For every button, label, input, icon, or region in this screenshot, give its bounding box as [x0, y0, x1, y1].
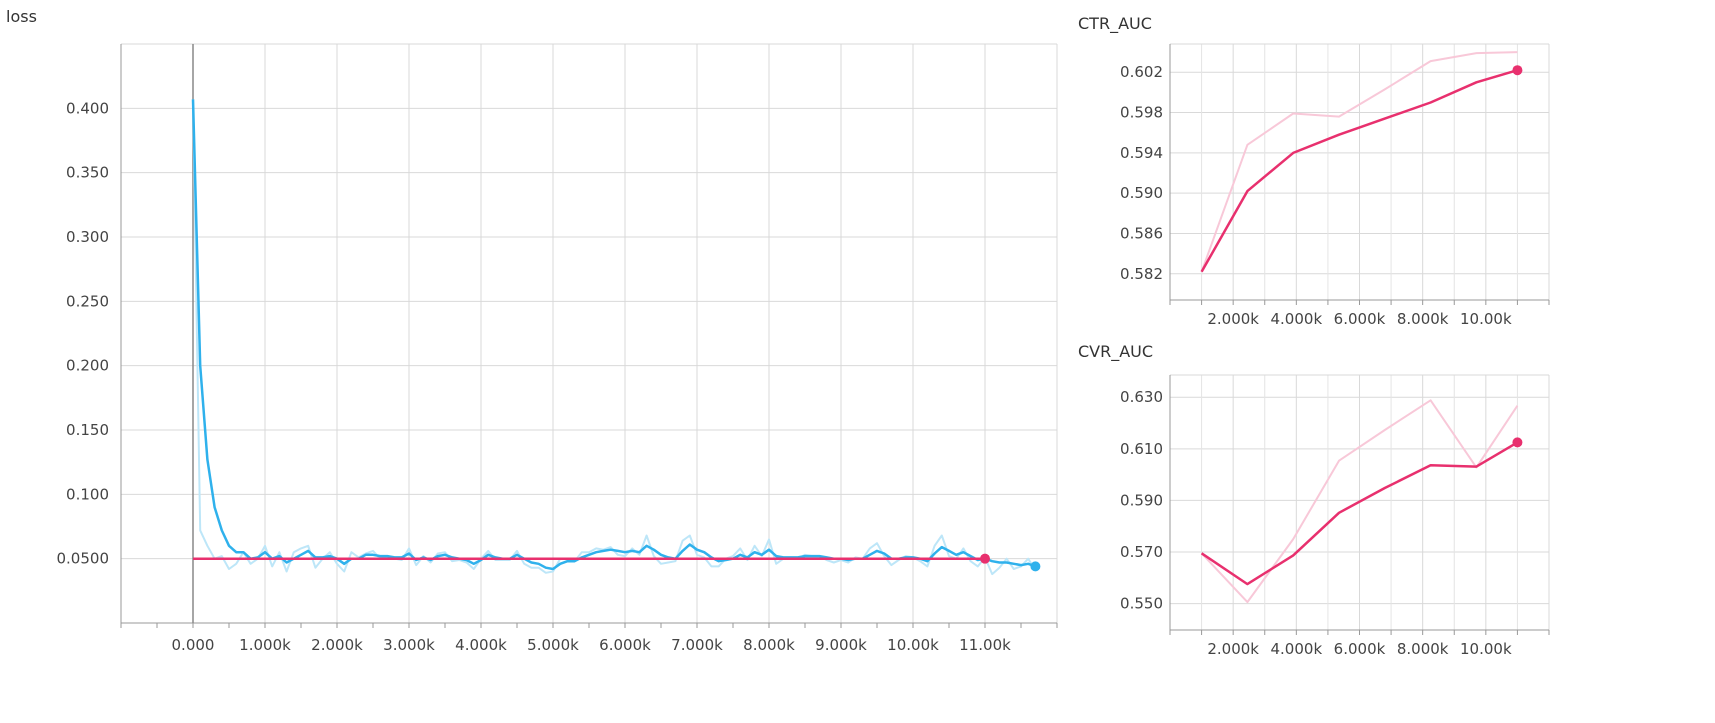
ctr-auc-y-tick-label: 0.590 [1120, 184, 1163, 202]
ctr-auc-y-tick-label: 0.582 [1120, 265, 1163, 283]
ctr-auc-y-tick-label: 0.594 [1120, 144, 1163, 162]
cvr-auc-series-0-raw-line [1200, 399, 1519, 604]
ctr-auc-y-tick-label: 0.598 [1120, 104, 1163, 122]
loss-x-tick-label: 8.000k [743, 636, 795, 654]
loss-y-tick-label: 0.150 [66, 421, 109, 439]
ctr-auc-y-tick-label: 0.586 [1120, 224, 1163, 242]
loss-y-tick-label: 0.300 [66, 228, 109, 246]
loss-x-tick-label: 7.000k [671, 636, 723, 654]
cvr-auc-y-tick-label: 0.610 [1120, 440, 1163, 458]
ctr-auc-y-tick-label: 0.602 [1120, 63, 1163, 81]
cvr-auc-x-tick-label: 10.00k [1460, 640, 1512, 658]
loss-series-0-end-point [1030, 561, 1041, 572]
loss-chart-title: loss [6, 7, 37, 26]
loss-x-tick-label: 3.000k [383, 636, 435, 654]
ctr-auc-series-0-end-point [1512, 65, 1523, 76]
loss-series-1-end-point [980, 553, 990, 564]
loss-x-tick-label: 2.000k [311, 636, 363, 654]
ctr-auc-x-tick-label: 6.000k [1334, 310, 1386, 328]
loss-y-tick-label: 0.400 [66, 99, 109, 117]
cvr-auc-y-tick-label: 0.570 [1120, 543, 1163, 561]
cvr-auc-x-tick-label: 8.000k [1397, 640, 1449, 658]
loss-x-tick-label: 5.000k [527, 636, 579, 654]
ctr-auc-series-0-smoothed-line [1200, 69, 1518, 273]
cvr-auc-series-0-end-point [1512, 437, 1523, 448]
cvr-auc-y-tick-label: 0.630 [1120, 388, 1163, 406]
ctr-auc-x-tick-label: 8.000k [1397, 310, 1449, 328]
loss-y-tick-label: 0.250 [66, 292, 109, 310]
loss-series-0-raw-line [192, 99, 1037, 576]
cvr-auc-y-tick-label: 0.550 [1120, 595, 1163, 613]
loss-y-tick-label: 0.350 [66, 164, 109, 182]
cvr-auc-x-tick-label: 2.000k [1207, 640, 1259, 658]
loss-x-tick-label: 0.000 [172, 636, 215, 654]
cvr-auc-x-tick-label: 4.000k [1271, 640, 1323, 658]
loss-x-tick-label: 6.000k [599, 636, 651, 654]
loss-y-tick-label: 0.0500 [57, 550, 110, 568]
loss-x-tick-label: 10.00k [887, 636, 939, 654]
loss-x-tick-label: 9.000k [815, 636, 867, 654]
loss-x-tick-label: 4.000k [455, 636, 507, 654]
loss-y-tick-label: 0.100 [66, 485, 109, 503]
cvr-auc-chart-title: CVR_AUC [1078, 342, 1154, 361]
ctr-auc-x-tick-label: 4.000k [1271, 310, 1323, 328]
ctr-auc-x-tick-label: 2.000k [1207, 310, 1259, 328]
cvr-auc-series-0-smoothed-line [1200, 441, 1519, 586]
ctr-auc-series-0-raw-line [1200, 51, 1518, 273]
cvr-auc-y-tick-label: 0.590 [1120, 491, 1163, 509]
ctr-auc-chart-title: CTR_AUC [1078, 14, 1152, 33]
loss-y-tick-label: 0.200 [66, 357, 109, 375]
loss-series-0-smoothed-line [191, 99, 1036, 571]
ctr-auc-x-tick-label: 10.00k [1460, 310, 1512, 328]
loss-x-tick-label: 1.000k [239, 636, 291, 654]
loss-x-tick-label: 11.00k [959, 636, 1011, 654]
cvr-auc-x-tick-label: 6.000k [1334, 640, 1386, 658]
